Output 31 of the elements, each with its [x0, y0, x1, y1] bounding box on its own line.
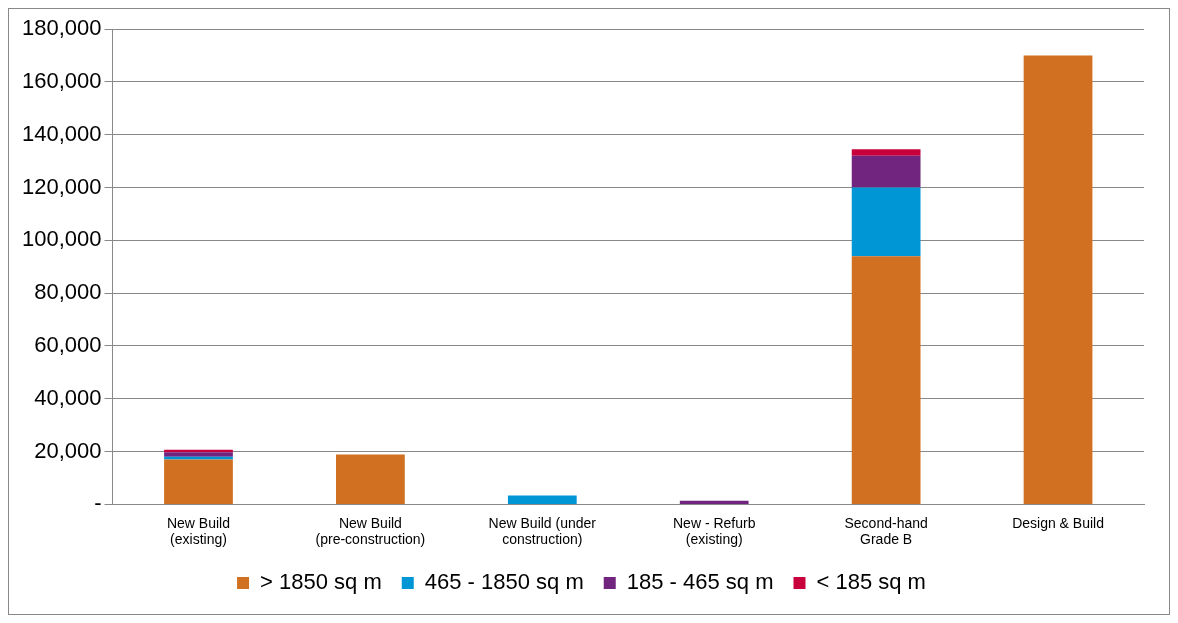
y-tick-label: 160,000 — [21, 67, 102, 93]
legend-label: > 1850 sq m — [260, 569, 382, 595]
bar — [164, 452, 233, 457]
x-tick-label: Design & Build — [1012, 514, 1104, 531]
bar — [851, 256, 921, 504]
bar — [1023, 55, 1093, 504]
y-tick-label: 40,000 — [34, 384, 102, 410]
bar — [336, 454, 405, 504]
x-tick-label: New Build (existing) — [166, 514, 230, 548]
bar — [164, 456, 233, 460]
x-tick-label: New Build (pre-construction) — [315, 514, 426, 548]
y-tick-label: 120,000 — [21, 173, 102, 199]
legend-label: 185 - 465 sq m — [626, 569, 774, 595]
y-tick-label: 140,000 — [21, 120, 102, 146]
x-tick-label: New Build (under construction) — [488, 514, 597, 548]
bar — [851, 149, 921, 156]
y-tick-label: - — [94, 490, 102, 516]
x-tick-label: New - Refurb (existing) — [672, 514, 756, 548]
y-tick-label: 80,000 — [34, 279, 102, 305]
y-tick-label: 60,000 — [34, 332, 102, 357]
y-tick-label: 20,000 — [34, 437, 102, 463]
legend-label: < 185 sq m — [816, 569, 926, 595]
bar — [679, 500, 749, 504]
bar — [164, 459, 233, 504]
x-tick-label: Second-hand Grade B — [844, 514, 928, 548]
y-tick-label: 180,000 — [21, 15, 102, 41]
bar — [851, 187, 921, 257]
legend-label: 465 - 1850 sq m — [424, 569, 584, 595]
y-tick-label: 100,000 — [21, 226, 102, 252]
bar — [507, 495, 577, 504]
bar — [851, 155, 921, 188]
